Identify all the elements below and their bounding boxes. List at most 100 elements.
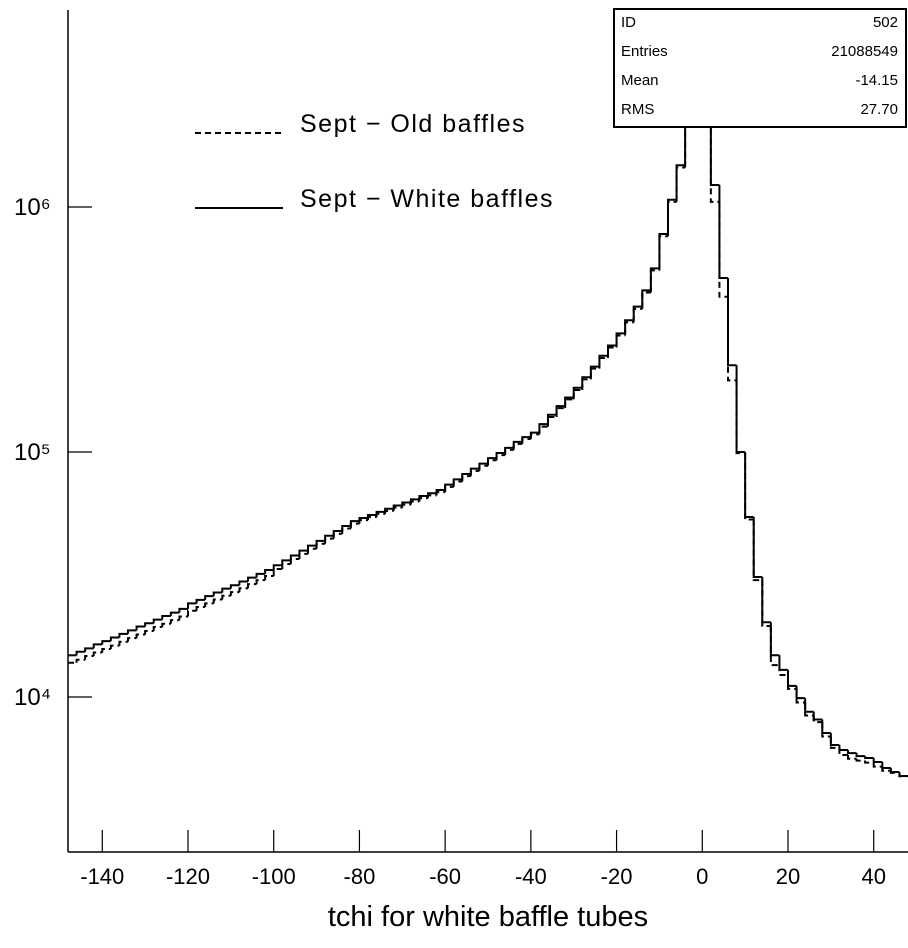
stats-value: 502 xyxy=(873,14,898,31)
histogram-step xyxy=(787,669,797,687)
histogram-step xyxy=(367,516,377,521)
histogram-step xyxy=(735,380,746,455)
histogram-step xyxy=(289,554,300,561)
histogram-step xyxy=(727,296,737,382)
x-tick-label: 0 xyxy=(696,864,708,889)
histogram-step xyxy=(838,747,848,756)
histogram-step xyxy=(624,321,634,336)
histogram-step xyxy=(204,595,214,600)
histogram-step xyxy=(538,425,548,435)
histogram-step xyxy=(889,768,900,774)
histogram-step xyxy=(358,516,368,522)
histogram-step xyxy=(864,760,874,764)
histogram-step xyxy=(847,754,857,760)
histogram-step xyxy=(367,514,377,518)
histogram-step xyxy=(538,423,548,433)
x-axis-label: tchi for white baffle tubes xyxy=(328,901,648,933)
histogram-step xyxy=(221,587,231,593)
histogram-step xyxy=(727,278,737,367)
histogram-step xyxy=(555,407,566,417)
histogram-step xyxy=(452,478,463,485)
histogram-step xyxy=(75,658,86,663)
histogram-step xyxy=(101,640,111,645)
x-tick-label: -20 xyxy=(601,864,633,889)
histogram-step xyxy=(461,473,471,480)
histogram-step xyxy=(307,547,317,554)
histogram-step xyxy=(641,289,651,307)
histogram-step xyxy=(615,332,626,346)
stats-value: 21088549 xyxy=(831,43,898,60)
histogram-step xyxy=(375,512,386,518)
histogram-step xyxy=(195,606,206,611)
histogram-step xyxy=(589,367,600,380)
histogram-step xyxy=(564,396,574,407)
histogram-step xyxy=(667,200,677,237)
histogram-step xyxy=(829,736,840,749)
histogram-step xyxy=(109,636,120,642)
x-tick-label: 20 xyxy=(776,864,800,889)
stats-value: 27.70 xyxy=(860,101,898,118)
histogram-step xyxy=(821,722,831,738)
histogram-step xyxy=(761,580,771,627)
histogram-step xyxy=(607,346,617,358)
histogram-step xyxy=(667,198,677,234)
histogram-step xyxy=(178,607,188,613)
histogram-step xyxy=(572,386,583,398)
histogram-step xyxy=(718,201,728,298)
histogram-step xyxy=(718,184,728,280)
histogram-step xyxy=(632,305,643,321)
histogram-step xyxy=(187,609,197,617)
histogram-step xyxy=(392,504,403,509)
histogram-step xyxy=(709,118,720,203)
histogram-step xyxy=(795,685,806,700)
histogram-step xyxy=(778,655,788,671)
histogram-step xyxy=(187,602,197,609)
histogram-step xyxy=(195,598,206,604)
histogram-step xyxy=(487,459,497,466)
histogram-step xyxy=(384,509,394,514)
histogram-step xyxy=(418,495,428,500)
histogram-step xyxy=(92,651,103,657)
histogram-step xyxy=(829,732,840,746)
histogram-step xyxy=(281,559,291,566)
histogram-step xyxy=(161,622,171,628)
histogram-step xyxy=(238,587,248,593)
histogram-step xyxy=(624,319,634,334)
histogram-step xyxy=(401,503,411,508)
x-tick-label: -140 xyxy=(80,864,124,889)
histogram-step xyxy=(658,235,668,271)
y-tick-label: 10⁵ xyxy=(14,439,51,466)
histogram-step xyxy=(581,376,591,388)
histogram-step xyxy=(264,568,274,574)
histogram-step xyxy=(469,469,480,477)
histogram-step xyxy=(444,483,454,490)
histogram-step xyxy=(769,622,780,657)
histogram-step xyxy=(495,451,506,459)
histogram-step xyxy=(512,440,523,448)
histogram-step xyxy=(255,579,266,585)
histogram-step xyxy=(572,389,583,400)
histogram-step xyxy=(598,354,608,367)
histogram-step xyxy=(649,269,660,293)
histogram-step xyxy=(598,356,608,369)
histogram-step xyxy=(169,611,180,617)
histogram-step xyxy=(761,576,771,624)
histogram-step xyxy=(144,622,154,627)
legend-label: Sept − Old baffles xyxy=(300,110,526,138)
histogram-step xyxy=(298,552,308,559)
histogram-step xyxy=(169,619,180,624)
histogram-step xyxy=(427,492,437,497)
x-tick-label: 40 xyxy=(861,864,885,889)
histogram-step xyxy=(495,454,506,461)
histogram-step xyxy=(744,452,754,518)
histogram-step xyxy=(349,522,360,529)
histogram-step xyxy=(581,378,591,391)
histogram-step xyxy=(358,519,368,524)
histogram-step xyxy=(84,647,94,652)
histogram-step xyxy=(212,591,223,597)
histogram-step xyxy=(529,433,540,440)
histogram-step xyxy=(769,625,780,667)
x-tick-label: -100 xyxy=(252,864,296,889)
histogram-step xyxy=(812,711,823,721)
histogram-step xyxy=(607,344,617,356)
